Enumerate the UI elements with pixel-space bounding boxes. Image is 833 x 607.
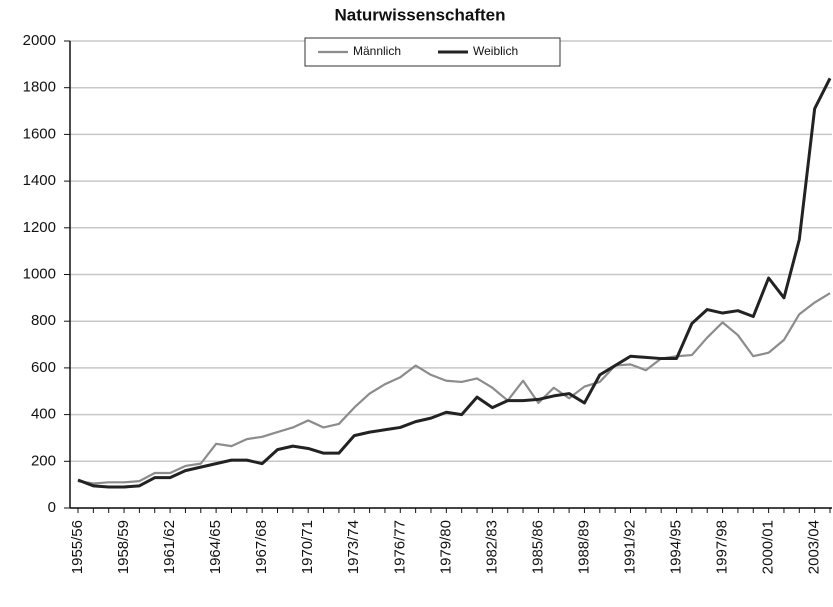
x-tick-label: 1982/83 <box>483 520 500 574</box>
y-tick-label: 0 <box>48 499 56 516</box>
y-tick-label: 400 <box>31 406 56 423</box>
x-tick-label: 1985/86 <box>529 520 546 574</box>
x-tick-label: 1973/74 <box>345 520 362 574</box>
y-tick-label: 1400 <box>23 172 56 189</box>
x-tick-label: 1967/68 <box>253 520 270 574</box>
x-tick-label: 1964/65 <box>207 520 224 574</box>
y-tick-label: 200 <box>31 452 56 469</box>
x-tick-label: 1976/77 <box>391 520 408 574</box>
x-tick-label: 2003/04 <box>806 520 823 574</box>
x-tick-label: 2000/01 <box>760 520 777 574</box>
x-tick-label: 1961/62 <box>161 520 178 574</box>
y-tick-label: 2000 <box>23 32 56 49</box>
x-tick-label: 1991/92 <box>621 520 638 574</box>
y-tick-label: 1200 <box>23 219 56 236</box>
x-tick-label: 1997/98 <box>714 520 731 574</box>
x-tick-label: 1970/71 <box>299 520 316 574</box>
y-tick-label: 800 <box>31 312 56 329</box>
line-series <box>77 77 832 489</box>
y-tick-label: 1800 <box>23 79 56 96</box>
line-series <box>77 292 831 485</box>
legend-label: Weiblich <box>473 44 518 58</box>
y-tick-label: 600 <box>31 359 56 376</box>
x-tick-label: 1958/59 <box>115 520 132 574</box>
chart-title: Naturwissenschaften <box>335 5 506 24</box>
x-tick-label: 1988/89 <box>575 520 592 574</box>
x-tick-label: 1979/80 <box>437 520 454 574</box>
x-tick-label: 1955/56 <box>69 520 86 574</box>
y-tick-label: 1000 <box>23 265 56 282</box>
legend-label: Männlich <box>353 44 401 58</box>
y-tick-label: 1600 <box>23 125 56 142</box>
x-tick-label: 1994/95 <box>667 520 684 574</box>
